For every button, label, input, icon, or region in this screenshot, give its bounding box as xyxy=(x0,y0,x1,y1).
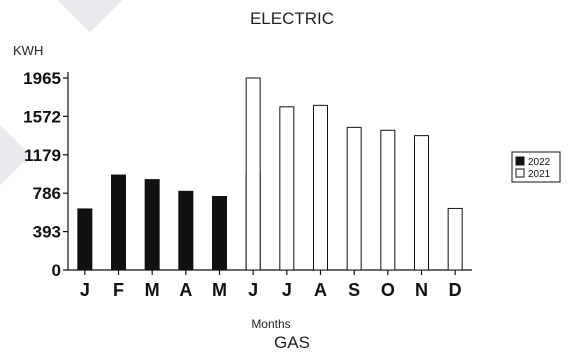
x-tick-label: M xyxy=(145,280,160,300)
legend-label-2021: 2021 xyxy=(528,169,551,180)
x-axis-label: Months xyxy=(251,317,290,331)
x-tick-label: J xyxy=(248,280,258,300)
bar-2022-4 xyxy=(212,196,227,271)
chart-title: ELECTRIC xyxy=(250,9,334,28)
y-tick-label: 0 xyxy=(52,261,61,280)
x-tick-label: D xyxy=(449,280,462,300)
legend-swatch-2021 xyxy=(515,168,525,178)
y-tick-label: 1965 xyxy=(23,69,61,88)
bar-2022-0 xyxy=(77,208,93,271)
x-tick-label: M xyxy=(212,280,227,300)
y-tick-label: 1179 xyxy=(24,146,61,165)
x-tick-label: N xyxy=(415,280,428,300)
y-tick-label: 786 xyxy=(33,184,61,203)
bar-2021-5 xyxy=(245,77,261,271)
x-tick-label: J xyxy=(80,280,90,300)
x-tick-label: S xyxy=(348,280,360,300)
bar-2022-1 xyxy=(111,174,126,271)
bars xyxy=(77,77,463,271)
bar-2021-10 xyxy=(414,135,429,271)
legend-label-2022: 2022 xyxy=(528,157,551,168)
x-tick-label: A xyxy=(179,280,192,300)
x-tick-label: O xyxy=(381,280,395,300)
y-tick-label: 1572 xyxy=(23,107,61,126)
bar-2021-8 xyxy=(346,126,362,271)
x-tick-label: A xyxy=(314,280,327,300)
legend-swatch-2022 xyxy=(515,156,525,166)
bar-2022-3 xyxy=(178,190,194,271)
bar-2021-6 xyxy=(279,106,295,271)
bar-2022-2 xyxy=(144,179,160,271)
bar-2021-7 xyxy=(313,104,328,271)
chart-subtitle: GAS xyxy=(274,333,310,352)
bar-2021-11 xyxy=(447,207,463,271)
x-tick-label: J xyxy=(282,280,292,300)
y-tick-label: 393 xyxy=(33,223,61,242)
y-axis-label: KWH xyxy=(13,43,43,58)
x-tick-label: F xyxy=(113,280,124,300)
bar-2021-9 xyxy=(380,129,396,271)
